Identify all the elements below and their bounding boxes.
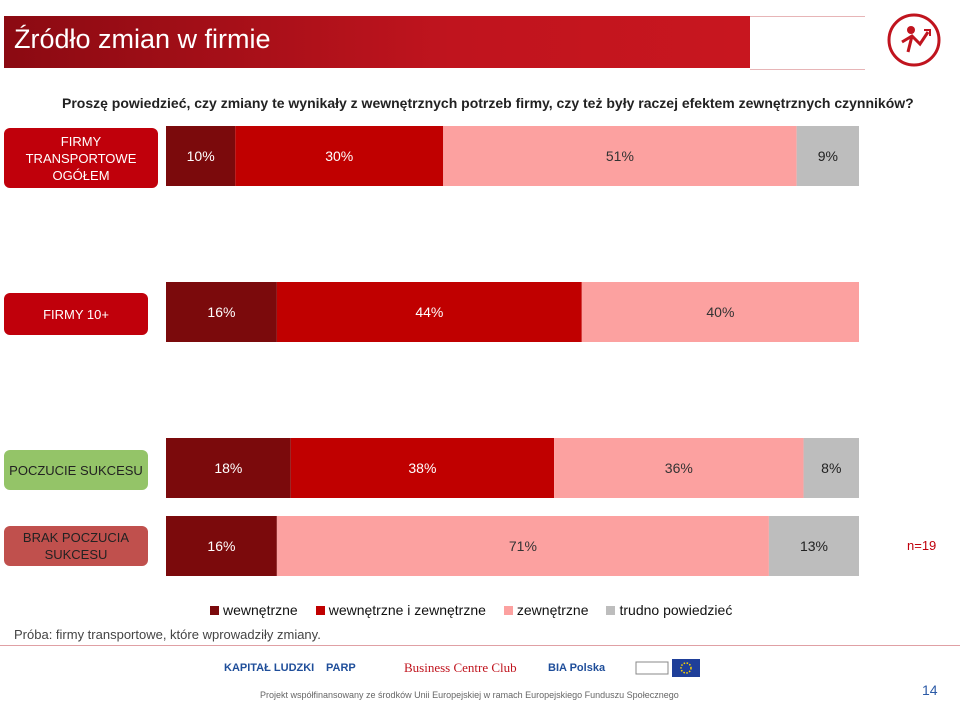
bar-segment (276, 282, 582, 342)
bar-value-label: 71% (509, 538, 537, 554)
bar-value-label: 51% (606, 148, 634, 164)
legend-swatch (606, 605, 616, 615)
bar-segment (554, 438, 804, 498)
row-label-poczucie-sukcesu: POCZUCIE SUKCESU (4, 450, 148, 490)
kapital-ludzki-logo: KAPITAŁ LUDZKI (224, 657, 314, 679)
bar-segment (796, 126, 859, 186)
page-number: 14 (922, 682, 938, 698)
parp-text: PARP (326, 662, 356, 674)
row-label-brak-poczucia-sukcesu: BRAK POCZUCIA SUKCESU (4, 526, 148, 566)
bia-polska-logo: BIA Polska (548, 657, 605, 679)
legend-label: wewnętrzne i zewnętrzne (328, 602, 486, 618)
bar-value-label: 38% (408, 460, 436, 476)
bar-value-label: 16% (207, 538, 235, 554)
bar-value-label: 9% (818, 148, 838, 164)
bcc-text: Business Centre Club (404, 660, 517, 675)
bar-segment (803, 438, 859, 498)
bar-segment (581, 282, 859, 342)
survey-question: Proszę powiedzieć, czy zmiany te wynikał… (62, 95, 914, 111)
bar-segment (276, 516, 769, 576)
legend-swatch (503, 605, 513, 615)
bar-value-label: 16% (207, 304, 235, 320)
banner-extension (750, 16, 865, 70)
bar-segment (166, 126, 236, 186)
legend-swatch (315, 605, 325, 615)
bar-segment (166, 516, 277, 576)
bar-value-label: 40% (706, 304, 734, 320)
page-title: Źródło zmian w firmie (14, 24, 271, 54)
bar-value-label: 44% (415, 304, 443, 320)
branza-transportowa-logo (887, 13, 941, 67)
bar-segment (290, 438, 555, 498)
bar-segment (166, 438, 291, 498)
row-label-firmy-ogolem: FIRMY TRANSPORTOWE OGÓŁEM (4, 128, 158, 188)
bar-segment (443, 126, 797, 186)
project-cofinancing-note: Projekt współfinansowany ze środków Unii… (260, 690, 679, 700)
chart-legend: wewnętrzne wewnętrzne i zewnętrzne zewnę… (210, 602, 732, 618)
bar-value-label: 10% (187, 148, 215, 164)
legend-item-wewnetrzne: wewnętrzne (210, 602, 298, 618)
bar-segment (768, 516, 859, 576)
bar-segment (235, 126, 444, 186)
sample-note: Próba: firmy transportowe, które wprowad… (14, 627, 321, 642)
legend-item-wewnetrzne-i-zewnetrzne: wewnętrzne i zewnętrzne (315, 602, 486, 618)
bar-value-label: 8% (821, 460, 841, 476)
business-centre-club-logo: Business Centre Club (404, 657, 517, 679)
bia-text: BIA Polska (548, 662, 606, 674)
legend-swatch (210, 605, 219, 615)
sample-size-note: n=19 (907, 538, 937, 553)
bar-value-label: 30% (325, 148, 353, 164)
eu-flag-icon (635, 659, 700, 677)
legend-item-zewnetrzne: zewnętrzne (503, 602, 589, 618)
legend-label: zewnętrzne (516, 602, 589, 618)
eu-flag-logo (634, 657, 700, 679)
bar-value-label: 18% (214, 460, 242, 476)
footer-divider (0, 645, 960, 646)
bar-value-label: 36% (665, 460, 693, 476)
bar-value-label: 13% (800, 538, 828, 554)
legend-label: wewnętrzne (223, 602, 298, 618)
title-banner: Źródło zmian w firmie (4, 16, 750, 68)
kapital-ludzki-text: KAPITAŁ LUDZKI (224, 662, 315, 674)
legend-item-trudno-powiedziec: trudno powiedzieć (606, 602, 732, 618)
bar-segment (166, 282, 277, 342)
row-label-firmy-10plus: FIRMY 10+ (4, 293, 148, 335)
parp-logo: PARP (326, 657, 356, 679)
legend-label: trudno powiedzieć (619, 602, 733, 618)
